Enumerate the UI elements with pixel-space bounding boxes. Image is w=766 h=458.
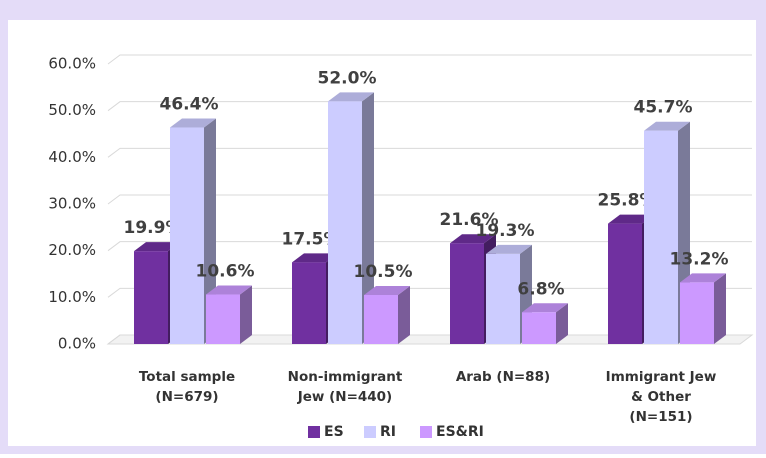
data-label: 19.9% <box>124 218 183 238</box>
y-tick-label: 60.0% <box>48 55 96 73</box>
x-tick-label: (N=679) <box>155 389 218 405</box>
grid-line <box>107 287 752 298</box>
bar-side <box>240 285 252 344</box>
bar <box>522 303 568 344</box>
data-label: 46.4% <box>160 94 219 114</box>
grid-line <box>107 54 752 65</box>
bar-top <box>522 303 568 313</box>
data-label: 19.3% <box>476 221 535 241</box>
bar-top <box>680 273 726 283</box>
legend-label: ES&RI <box>436 424 484 440</box>
bar-top <box>608 214 654 224</box>
bar-top <box>292 253 338 263</box>
bar-front <box>170 127 204 344</box>
x-tick-label: Immigrant Jew <box>606 369 717 385</box>
bar-front <box>680 282 714 344</box>
grid-line <box>107 101 752 112</box>
legend-swatch <box>364 426 376 438</box>
legend-swatch <box>420 426 432 438</box>
bar-front <box>644 130 678 344</box>
y-tick-label: 50.0% <box>48 101 96 119</box>
bar-top <box>134 242 180 252</box>
y-tick-label: 10.0% <box>48 288 96 306</box>
bar-side <box>362 92 374 344</box>
bar-top <box>170 118 216 128</box>
bar <box>206 285 252 344</box>
grid-line <box>107 241 752 252</box>
data-label: 52.0% <box>318 68 377 88</box>
bar-front <box>328 101 362 344</box>
bar-front <box>450 243 484 344</box>
data-label: 10.5% <box>354 262 413 282</box>
bar-front <box>522 312 556 344</box>
bar-front <box>364 295 398 344</box>
bar <box>364 286 410 344</box>
legend-swatch <box>308 426 320 438</box>
x-tick-label: Total sample <box>139 369 235 385</box>
bar-top <box>364 286 410 295</box>
y-tick-label: 20.0% <box>48 241 96 259</box>
data-label: 17.5% <box>282 229 341 249</box>
x-tick-label: Non-immigrant <box>288 369 403 385</box>
bar <box>328 92 374 344</box>
data-label: 25.8% <box>598 191 657 211</box>
bar-side <box>714 273 726 344</box>
x-tick-label: Jew (N=440) <box>297 389 392 405</box>
y-tick-label: 0.0% <box>58 335 96 353</box>
bar-front <box>608 223 642 344</box>
bar-side <box>204 118 216 344</box>
bar <box>486 244 532 344</box>
bar-top <box>450 234 496 244</box>
data-label: 6.8% <box>517 279 564 299</box>
data-label: 10.6% <box>196 262 255 282</box>
bar-top <box>328 92 374 102</box>
bar-front <box>206 294 240 344</box>
data-label: 45.7% <box>634 98 693 118</box>
bar <box>680 273 726 344</box>
bar <box>170 118 216 344</box>
bar-side <box>556 303 568 344</box>
bar-front <box>292 262 326 344</box>
grid-line <box>107 147 752 158</box>
grid-line <box>107 194 752 205</box>
data-label: 13.2% <box>670 249 729 269</box>
bar-top <box>206 285 252 295</box>
bar-top <box>486 244 532 254</box>
bar-front <box>486 253 520 344</box>
bar-side <box>398 286 410 344</box>
x-tick-label: & Other <box>631 389 691 405</box>
x-tick-label: (N=151) <box>629 409 692 425</box>
legend-label: ES <box>324 424 344 440</box>
bar-front <box>134 251 168 344</box>
y-tick-label: 30.0% <box>48 195 96 213</box>
x-tick-label: Arab (N=88) <box>456 369 550 385</box>
bar-top <box>644 121 690 131</box>
y-tick-label: 40.0% <box>48 148 96 166</box>
legend-label: RI <box>380 424 396 440</box>
data-label: 21.6% <box>440 210 499 230</box>
